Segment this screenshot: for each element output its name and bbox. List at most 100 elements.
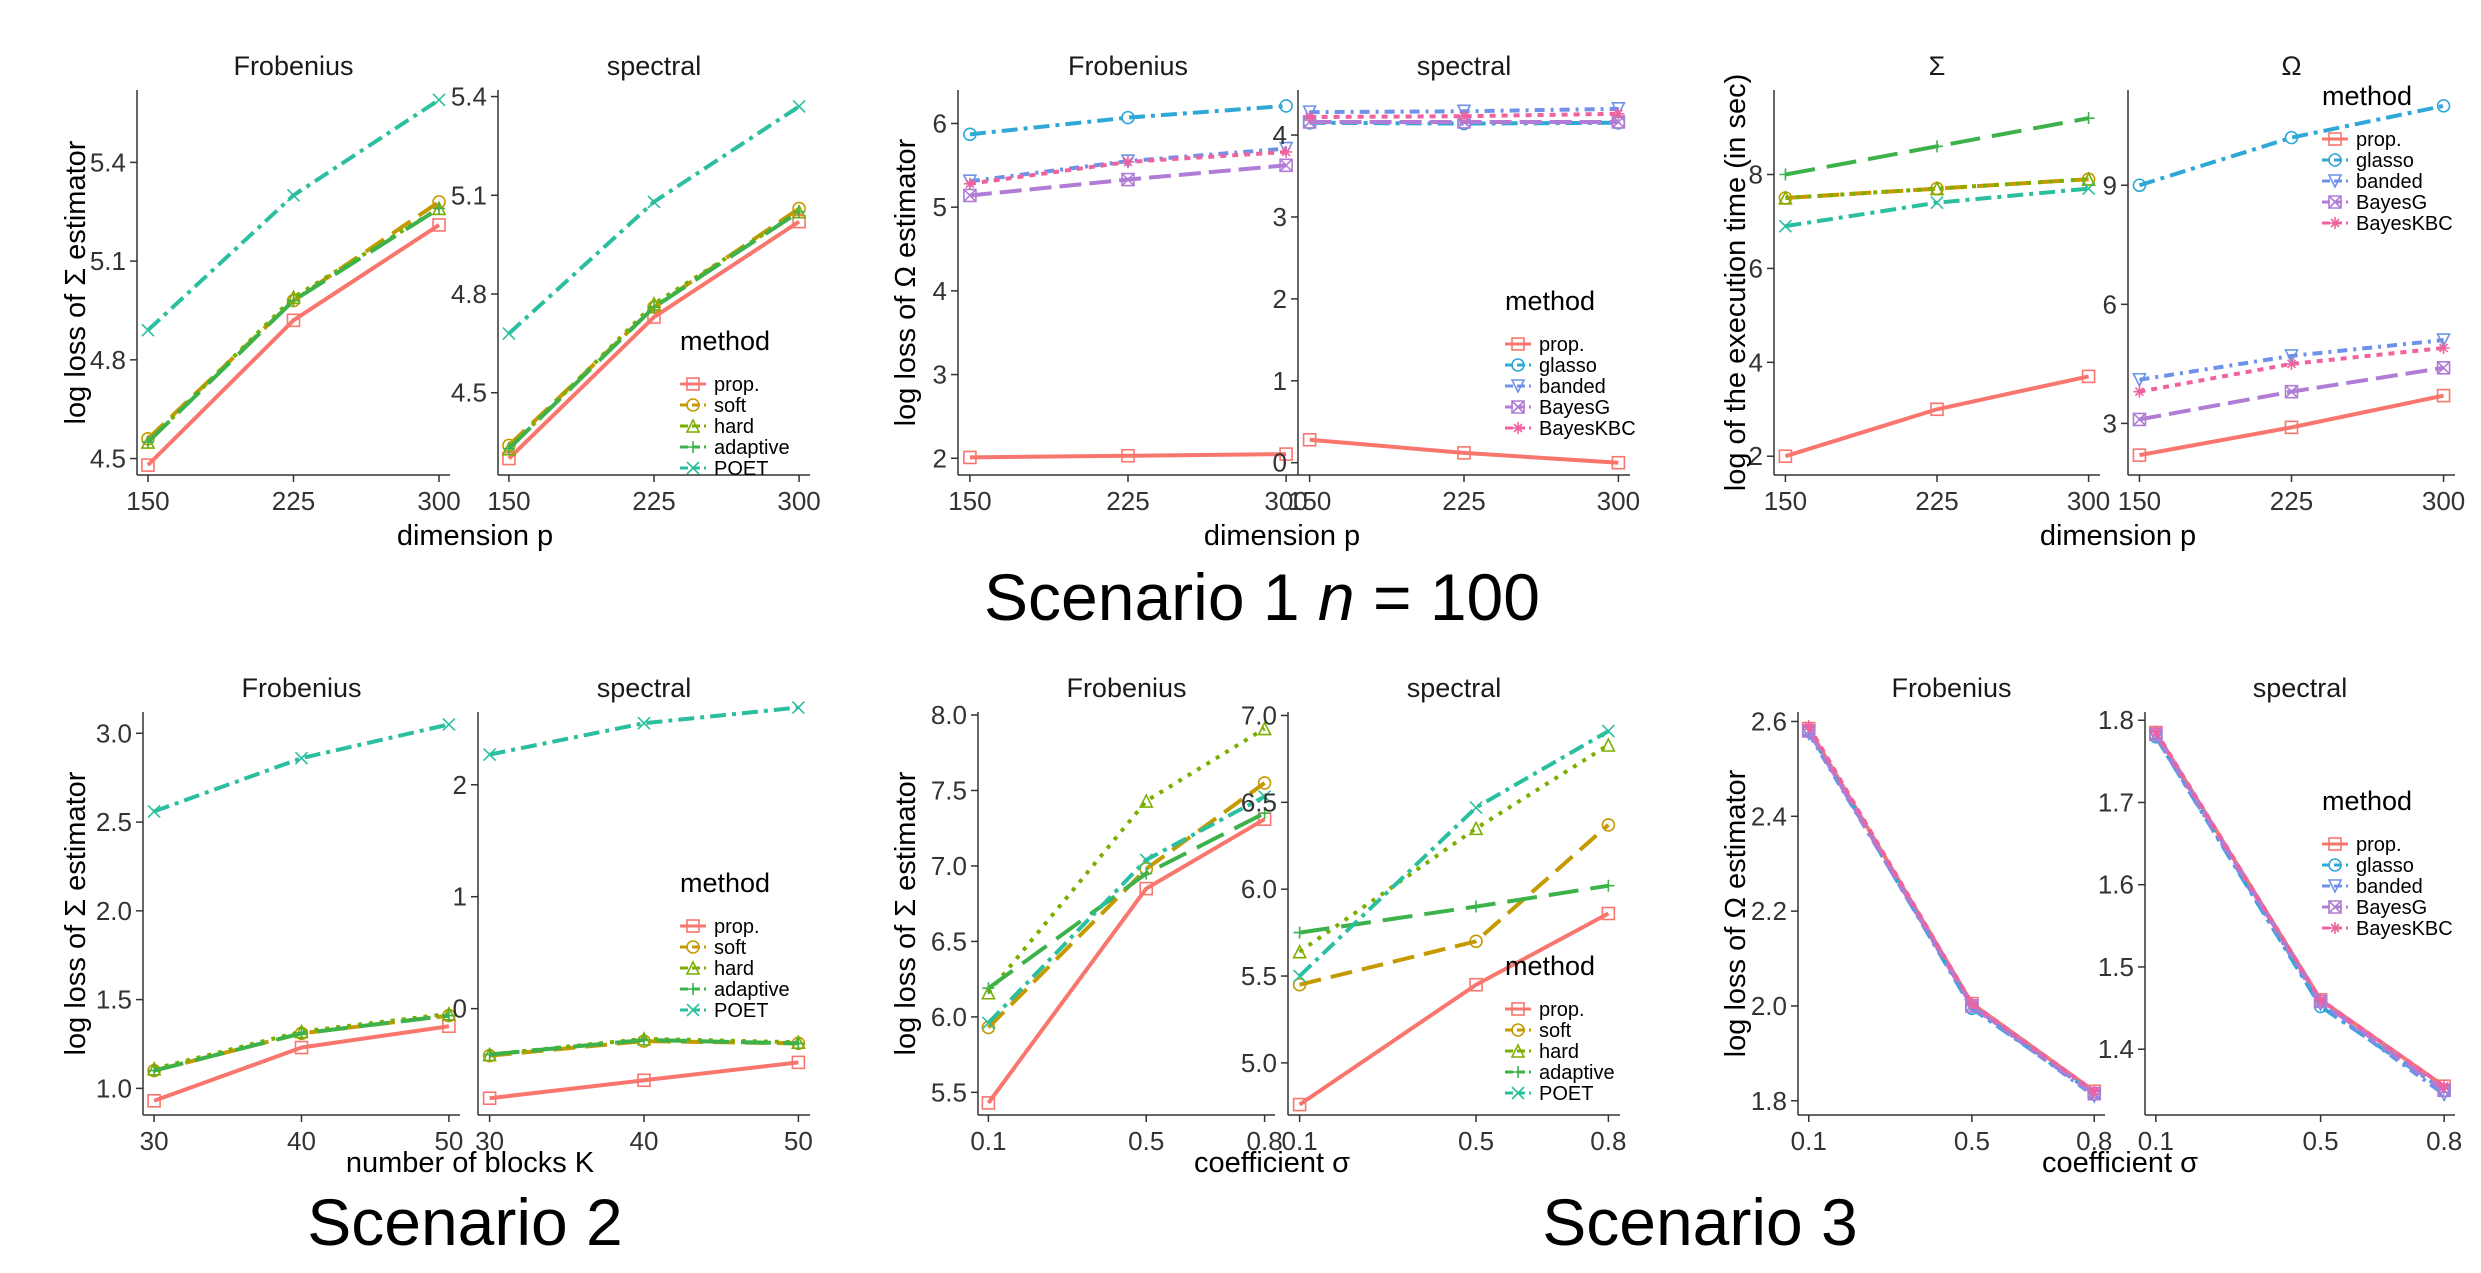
series-line-poet [153, 722, 450, 814]
y-tick-label: 1.7 [2098, 787, 2134, 817]
data-point-adaptive [1602, 879, 1615, 892]
series-prop [147, 1019, 456, 1108]
data-point-bayeskbc [1612, 107, 1625, 120]
data-point-poet [2082, 182, 2096, 196]
data-point-prop [1292, 1097, 1307, 1112]
panel-spectral: spectral 1.4 1.5 1.6 1.7 1.8 0.1 0.5 0.8 [2098, 673, 2462, 1156]
y-tick-label: 0 [453, 994, 467, 1024]
series-hard [1778, 171, 2096, 205]
scenario-1-title-part-1: Scenario 1 [984, 560, 1318, 634]
legend-key-marker [2328, 153, 2342, 167]
y-tick-label: 3 [1273, 202, 1287, 232]
x-tick-label: 300 [777, 486, 820, 516]
data-point-bayesg [1121, 172, 1135, 187]
x-tick-label: 0.8 [2076, 1126, 2112, 1156]
series-prop [1778, 369, 2096, 464]
data-point-hard [1778, 190, 1793, 205]
data-point-banded [2132, 372, 2147, 388]
panel-frobenius: Frobenius 4.5 4.8 5.1 5.4 150 225 300 [90, 51, 461, 516]
legend-label: POET [1539, 1083, 1593, 1105]
legend-key-marker [687, 983, 699, 995]
data-point-hard [981, 984, 996, 1000]
data-point-adaptive [502, 442, 515, 455]
x-tick-label: 0.5 [1128, 1126, 1164, 1156]
panel-spectral: spectral 4.5 4.8 5.1 5.4 150 225 300 [451, 51, 821, 516]
data-point-prop [1611, 455, 1626, 470]
legend-label: hard [714, 416, 754, 438]
series-glasso [963, 99, 1293, 142]
strip-title: Frobenius [241, 673, 361, 703]
x-tick-label: 0.1 [1282, 1126, 1318, 1156]
y-tick-label: 6.0 [1241, 874, 1277, 904]
panel-frobenius: Frobenius 5.5 6.0 6.5 7.0 7.5 8.0 0.1 0.5 0.8 [931, 673, 1283, 1156]
x-tick-label: 150 [948, 486, 991, 516]
series-adaptive [483, 1034, 805, 1061]
chart-s1-omega: Frobenius 2 3 4 5 6 150 225 300 spectral 0 1 2 3 4 150 2… [890, 51, 1640, 552]
data-point-bayeskbc [2133, 385, 2146, 398]
y-tick-label: 5.1 [90, 246, 126, 276]
data-point-prop [791, 1055, 806, 1070]
panel-item: Ω 3 6 9 150 225 300 [2103, 51, 2466, 516]
x-tick-label: 0.5 [1458, 1126, 1494, 1156]
y-tick-label: 3.0 [96, 718, 132, 748]
series-soft [981, 776, 1272, 1035]
strip-title: Frobenius [1891, 673, 2011, 703]
x-axis-label: dimension p [1204, 520, 1360, 552]
y-tick-label: 5.4 [90, 147, 126, 177]
y-tick-label: 2 [933, 443, 947, 473]
data-point-poet [791, 700, 805, 715]
data-point-prop [637, 1073, 651, 1088]
series-line-prop [1784, 374, 2090, 459]
series-line-soft [1785, 177, 2089, 200]
series-bayeskbc [1303, 107, 1625, 124]
y-tick-label: 3 [933, 360, 947, 390]
legend-label: BayesKBC [2356, 213, 2453, 235]
legend-key-marker [2327, 174, 2343, 189]
data-point-poet [1293, 969, 1307, 983]
panel-spectral: spectral 0 1 2 30 40 50 [453, 673, 813, 1156]
data-point-prop [1457, 446, 1471, 460]
series-hard [140, 200, 447, 449]
y-tick-label: 6 [1749, 253, 1763, 283]
data-point-bayeskbc [963, 177, 976, 190]
data-point-bayeskbc [2149, 725, 2162, 738]
series-line-prop [1309, 437, 1619, 465]
data-point-banded [1456, 104, 1472, 120]
legend-key-marker [2327, 879, 2343, 894]
series-line-prop [489, 1060, 799, 1101]
legend-label: glasso [2356, 855, 2414, 877]
legend-item-banded: banded [2322, 876, 2423, 898]
data-point-soft [1469, 934, 1483, 949]
y-tick-label: 5.0 [1241, 1048, 1277, 1078]
legend-label: hard [1539, 1041, 1579, 1063]
y-tick-label: 2 [1749, 441, 1763, 471]
data-point-hard [1468, 820, 1484, 836]
series-prop [1292, 906, 1616, 1112]
legend-label: BayesG [1539, 397, 1610, 419]
series-line-prop [986, 817, 1266, 1105]
y-tick-label: 5.4 [451, 82, 487, 112]
data-point-poet [1930, 196, 1944, 210]
y-tick-label: 8.0 [931, 700, 967, 730]
data-point-bayeskbc [1122, 155, 1134, 168]
series-line-glasso [969, 103, 1287, 137]
legend-key-marker [1511, 400, 1525, 414]
series-poet [483, 700, 805, 762]
data-point-glasso [2436, 99, 2451, 113]
strip-title: spectral [597, 673, 692, 703]
data-point-prop [2132, 448, 2147, 462]
legend-label: prop. [1539, 999, 1585, 1021]
legend-label: adaptive [714, 437, 790, 459]
legend-item-glasso: glasso [2322, 855, 2414, 877]
series-bayeskbc [2149, 725, 2451, 1093]
y-tick-label: 6 [2103, 289, 2117, 319]
legend-label: banded [2356, 171, 2423, 193]
y-tick-label: 0 [1273, 448, 1287, 478]
data-point-poet [637, 716, 651, 730]
legend-item-poet: POET [680, 1000, 768, 1022]
data-point-poet [1778, 219, 1792, 233]
series-poet [1293, 724, 1615, 983]
